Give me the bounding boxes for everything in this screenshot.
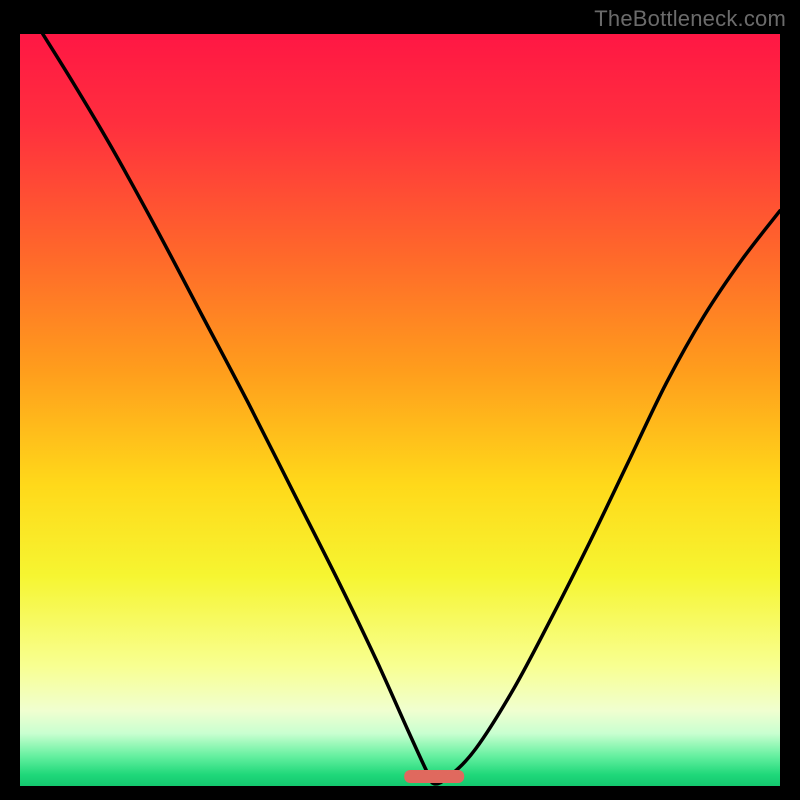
chart-stage: TheBottleneck.com bbox=[0, 0, 800, 800]
watermark-text: TheBottleneck.com bbox=[594, 6, 786, 32]
valley-marker bbox=[404, 770, 464, 783]
chart-gradient-area bbox=[20, 34, 780, 786]
bottleneck-chart-svg bbox=[0, 0, 800, 800]
